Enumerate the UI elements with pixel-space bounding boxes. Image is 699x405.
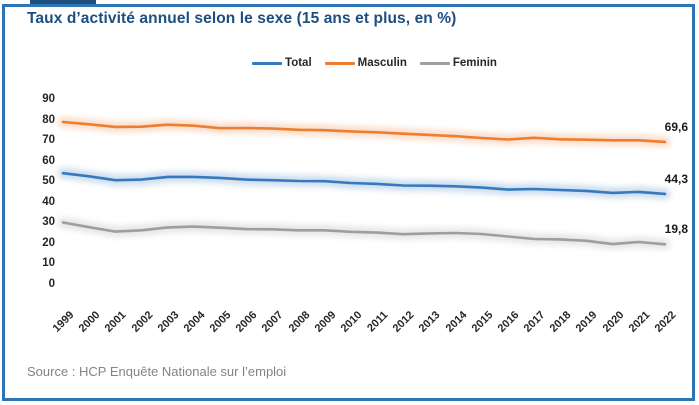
legend-swatch-feminin	[419, 61, 450, 65]
y-axis-tick: 70	[42, 134, 55, 147]
y-axis-tick: 40	[42, 195, 55, 208]
legend-label: Total	[285, 57, 312, 69]
end-value-label-total: 44,3	[664, 171, 688, 186]
end-value-label-feminin: 19,8	[664, 222, 688, 237]
y-axis-tick: 20	[42, 236, 55, 249]
legend-swatch-masculin	[324, 61, 355, 65]
y-axis-tick: 10	[42, 257, 55, 270]
y-axis-tick: 60	[42, 154, 55, 167]
y-axis-tick: 90	[42, 93, 55, 105]
y-axis-tick: 30	[42, 216, 55, 229]
end-value-label-masculin: 69,6	[664, 119, 688, 134]
y-axis-tick: 50	[42, 175, 55, 188]
source-note: Source : HCP Enquête Nationale sur l’emp…	[27, 364, 287, 379]
legend-label: Masculin	[357, 57, 407, 69]
card-border-frame	[2, 4, 695, 401]
y-axis-tick: 80	[42, 113, 55, 126]
legend-swatch-total	[252, 61, 283, 65]
legend-item-feminin: Feminin	[419, 57, 497, 69]
y-axis-tick: 0	[48, 278, 55, 290]
top-border-artifact	[30, 0, 96, 4]
chart-legend: Total Masculin Feminin	[50, 57, 699, 69]
chart-title: Taux d’activité annuel selon le sexe (15…	[27, 10, 457, 27]
legend-label: Feminin	[452, 57, 497, 69]
legend-item-total: Total	[252, 57, 312, 69]
legend-item-masculin: Masculin	[324, 57, 407, 69]
